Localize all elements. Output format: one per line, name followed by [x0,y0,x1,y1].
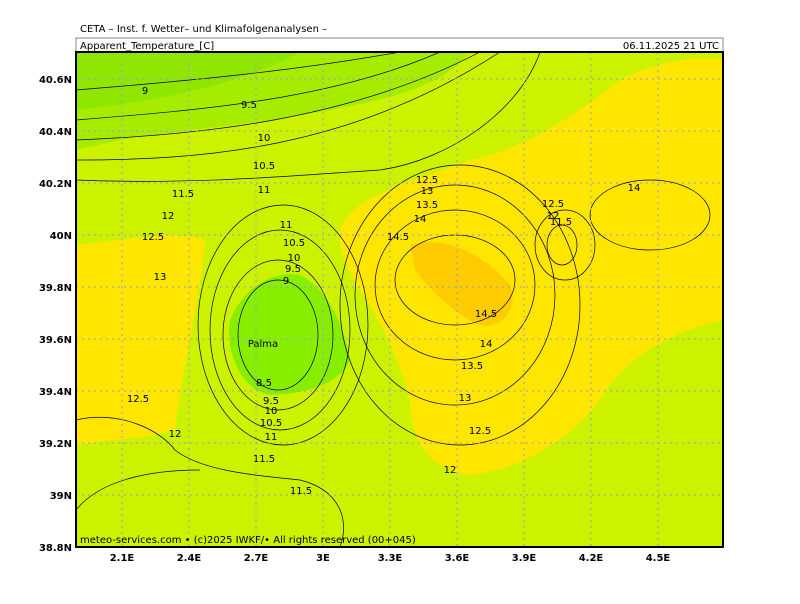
contour-label: 12 [162,211,175,222]
contour-label: 11 [265,432,278,443]
contour-label: 13.5 [461,361,483,372]
lat-label: 40.2N [39,179,72,190]
contour-label: 11.5 [253,454,275,465]
contour-label: 12.5 [542,199,564,210]
contour-label: 10.5 [253,161,275,172]
place-label: Palma [248,339,278,350]
lat-label: 39.8N [39,283,72,294]
contour-label: 8.5 [256,378,272,389]
graticule [76,52,723,547]
contour-label: 11 [258,185,271,196]
lat-label: 38.8N [39,543,72,554]
lon-label: 3E [316,553,330,564]
lon-label: 3.6E [445,553,470,564]
lon-label: 2.1E [110,553,135,564]
lat-label: 39N [50,491,72,502]
map-fields [76,52,723,547]
lat-label: 39.4N [39,387,72,398]
contour-label: 12 [444,465,457,476]
contour-label: 12.5 [469,426,491,437]
contour-label: 10 [258,133,271,144]
footer: meteo-services.com • (c)2025 IWKF/• All … [80,535,416,546]
contour-label: 10.5 [283,238,305,249]
contour-label: 12.5 [142,232,164,243]
contour-label: 14.5 [475,309,497,320]
lon-label: 3.9E [512,553,537,564]
contour-label: 9 [283,276,289,287]
contour-label: 12 [547,211,560,222]
contour-label: 10 [288,253,301,264]
lon-label: 4.2E [579,553,604,564]
contour-label: 9.5 [263,396,279,407]
header-title: CETA – Inst. f. Wetter– und Klimafolgena… [80,24,327,35]
field-name: Apparent_Temperature_[C] [80,41,214,52]
contour-label: 9 [142,86,148,97]
contour-label: 13.5 [416,200,438,211]
contour-label: 11 [280,220,293,231]
map-frame [75,51,724,548]
contour-label: 12.5 [416,175,438,186]
contour-label: 12 [169,429,182,440]
contour-label: 14 [628,183,641,194]
lon-label: 2.4E [177,553,202,564]
contour-label: 13 [421,186,434,197]
contour-label: 14 [414,214,427,225]
contour-label: 12.5 [127,394,149,405]
contour-label: 11.5 [172,189,194,200]
lat-label: 40.4N [39,127,72,138]
lat-label: 39.6N [39,335,72,346]
contour-label: 10 [265,406,278,417]
lat-label: 39.2N [39,439,72,450]
contour-label: 13 [154,272,167,283]
contour-label: 14.5 [387,232,409,243]
contour-label: 11.5 [550,217,572,228]
contour-label: 9.5 [285,264,301,275]
valid-time: 06.11.2025 21 UTC [623,41,719,52]
lon-label: 2.7E [244,553,269,564]
contour-label: 13 [459,393,472,404]
lat-label: 40.6N [39,75,72,86]
lat-label: 40N [50,231,72,242]
lon-label: 3.3E [378,553,403,564]
contour-label: 14 [480,339,493,350]
contour-label: 11.5 [290,486,312,497]
contour-labels: 99.51010.51111.51212.5131110.5109.598.59… [127,86,641,497]
contour-label: 10.5 [260,418,282,429]
lon-label: 4.5E [646,553,671,564]
contour-label: 9.5 [241,100,257,111]
